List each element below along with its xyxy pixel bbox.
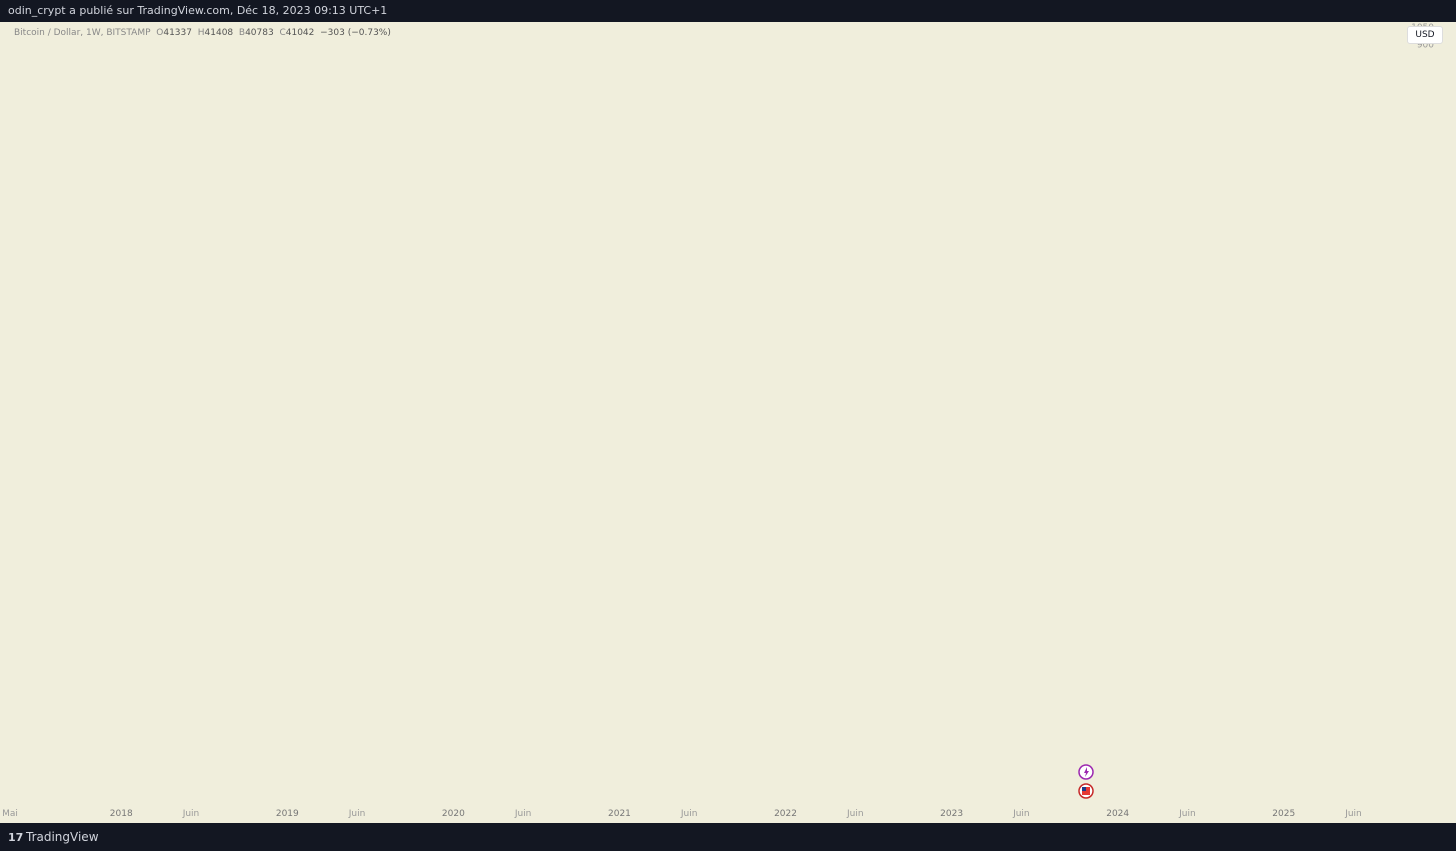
- low-label: B: [238, 28, 246, 38]
- x-tick-label: 2025: [1272, 809, 1295, 819]
- price-chart[interactable]: 9000080000675005750049500415003550029500…: [0, 22, 1456, 823]
- tradingview-logo-icon[interactable]: 17: [8, 831, 24, 844]
- x-tick-label: 2018: [110, 809, 133, 819]
- x-tick-label: Juin: [182, 809, 200, 819]
- open-value: 41337: [163, 28, 192, 38]
- x-tick-label: 2022: [774, 809, 797, 819]
- x-tick-label: 2024: [1106, 809, 1129, 819]
- x-tick-label: Juin: [348, 809, 366, 819]
- open-label: O: [156, 28, 164, 38]
- x-tick-label: 2019: [276, 809, 299, 819]
- low-value: 40783: [245, 28, 274, 38]
- publish-text: odin_crypt a publié sur TradingView.com,…: [8, 4, 388, 17]
- price-axis: [1398, 22, 1456, 823]
- x-tick-label: Mai: [2, 809, 18, 819]
- currency-button[interactable]: USD: [1407, 26, 1443, 44]
- high-label: H: [197, 28, 205, 38]
- x-tick-label: Juin: [680, 809, 698, 819]
- y-tick-label: 900: [1417, 41, 1434, 51]
- x-tick-label: Juin: [1344, 809, 1362, 819]
- change-value: −303 (−0.73%): [320, 28, 391, 38]
- lightning-glyph: [1084, 767, 1089, 777]
- symbol-legend: Bitcoin / Dollar, 1W, BITSTAMP O41337 H4…: [14, 28, 391, 38]
- x-tick-label: Juin: [846, 809, 864, 819]
- close-label: C: [279, 28, 286, 38]
- x-tick-label: Juin: [514, 809, 532, 819]
- symbol-name: Bitcoin / Dollar, 1W, BITSTAMP: [14, 28, 151, 38]
- x-tick-label: 2020: [442, 809, 465, 819]
- x-tick-label: Juin: [1012, 809, 1030, 819]
- publish-bar: odin_crypt a publié sur TradingView.com,…: [0, 0, 1456, 22]
- footer-bar: 17 TradingView: [0, 823, 1456, 851]
- us-flag-canton: [1082, 787, 1086, 791]
- x-tick-label: Juin: [1178, 809, 1196, 819]
- x-tick-label: 2021: [608, 809, 631, 819]
- x-tick-label: 2023: [940, 809, 963, 819]
- high-value: 41408: [204, 28, 234, 38]
- tradingview-brand[interactable]: TradingView: [26, 830, 99, 844]
- close-value: 41042: [285, 28, 315, 38]
- chart-area[interactable]: 9000080000675005750049500415003550029500…: [0, 22, 1456, 823]
